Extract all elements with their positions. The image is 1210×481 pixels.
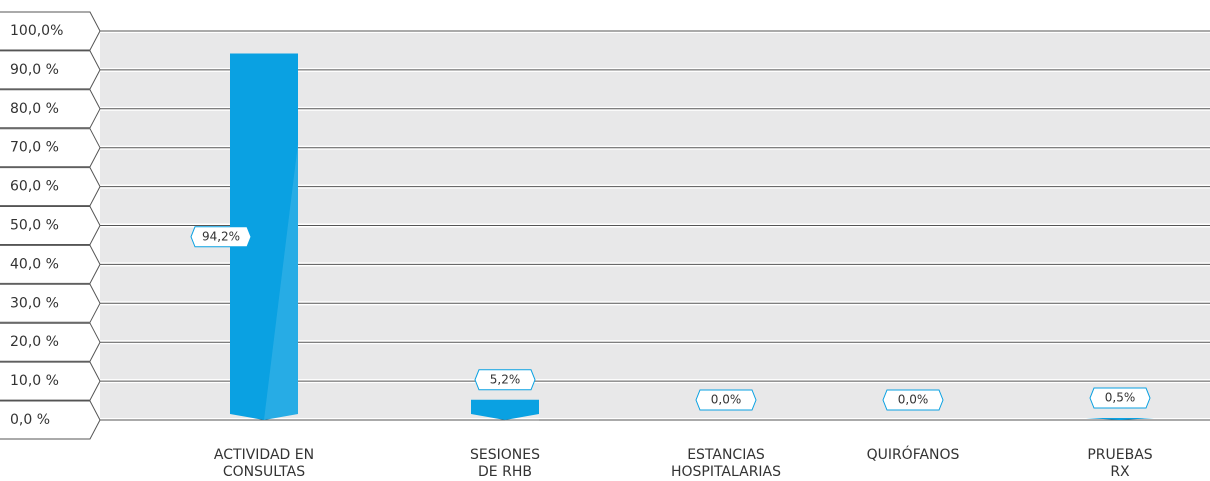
y-tick-box — [0, 128, 101, 168]
value-label-box — [190, 226, 252, 248]
value-label: 0,0% — [898, 393, 929, 407]
value-label-box — [1089, 387, 1151, 409]
y-tick-label: 90,0 % — [10, 62, 59, 78]
y-tick-label: 50,0 % — [10, 218, 59, 234]
y-tick-label: 80,0 % — [10, 101, 59, 117]
value-label: 94,2% — [202, 229, 240, 243]
bar — [1086, 418, 1154, 420]
value-label: 5,2% — [490, 372, 521, 386]
y-tick-box — [0, 11, 101, 51]
x-tick-label: ESTANCIAS — [687, 447, 765, 463]
y-tick-label: 40,0 % — [10, 256, 59, 272]
y-tick-label: 20,0 % — [10, 334, 59, 350]
value-label-box — [882, 389, 944, 411]
y-tick-box — [0, 322, 101, 362]
value-label-box — [695, 389, 757, 411]
x-tick-label: CONSULTAS — [223, 464, 305, 480]
y-tick-label: 10,0 % — [10, 373, 59, 389]
x-tick-label: RX — [1110, 464, 1130, 480]
y-tick-box — [0, 283, 101, 323]
x-tick-label: DE RHB — [478, 464, 532, 480]
y-tick-box — [0, 361, 101, 401]
value-label-box — [474, 369, 536, 391]
y-tick-label: 30,0 % — [10, 295, 59, 311]
bar-shine — [505, 414, 539, 481]
x-tick-label: HOSPITALARIAS — [671, 464, 781, 480]
bar-shine — [264, 143, 298, 420]
x-tick-label: PRUEBAS — [1087, 447, 1152, 463]
x-tick-label: QUIRÓFANOS — [867, 445, 960, 463]
y-tick-box — [0, 167, 101, 207]
y-tick-box — [0, 206, 101, 245]
y-tick-label: 100,0% — [10, 23, 63, 39]
x-tick-label: ACTIVIDAD EN — [214, 447, 314, 463]
value-label: 0,5% — [1105, 391, 1136, 405]
y-tick-box — [0, 89, 101, 129]
value-label: 0,0% — [711, 393, 742, 407]
y-tick-box — [0, 50, 101, 90]
y-tick-label: 0,0 % — [10, 412, 50, 428]
y-tick-box — [0, 400, 101, 440]
x-tick-label: SESIONES — [470, 447, 540, 463]
y-tick-label: 60,0 % — [10, 179, 59, 195]
bar — [471, 399, 539, 420]
bar — [230, 53, 298, 420]
y-tick-label: 70,0 % — [10, 140, 59, 156]
y-tick-box — [0, 244, 101, 284]
